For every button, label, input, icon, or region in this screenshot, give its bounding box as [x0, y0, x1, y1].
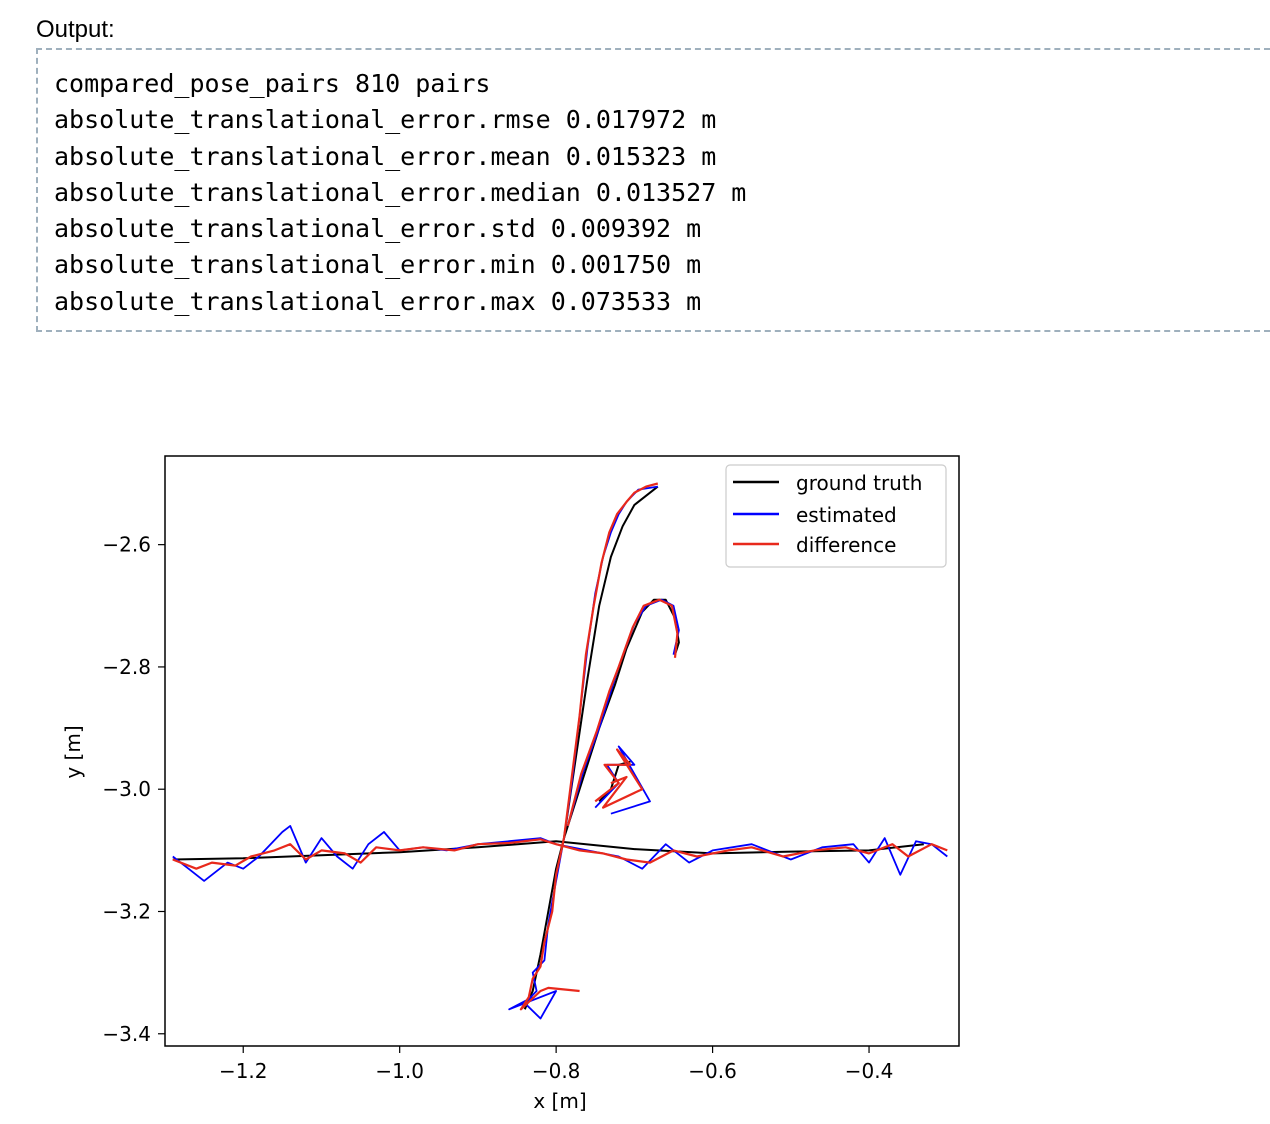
series-estimated-line — [508, 837, 565, 1020]
output-box: compared_pose_pairs 810 pairs absolute_t… — [36, 48, 1270, 332]
x-tick-label: −0.8 — [532, 1059, 581, 1083]
series-estimated-line — [172, 825, 948, 882]
series-difference-line — [566, 598, 679, 827]
y-axis-ticks: −2.6 −2.8 −3.0 −3.2 −3.4 — [102, 533, 165, 1046]
series-difference-line — [172, 838, 948, 870]
x-tick-label: −1.2 — [219, 1059, 268, 1083]
x-axis-ticks: −1.2 −1.0 −0.8 −0.6 −0.4 — [219, 1046, 893, 1083]
series-estimated-line — [567, 598, 680, 827]
output-lines: compared_pose_pairs 810 pairs absolute_t… — [54, 66, 746, 320]
output-label: Output: — [36, 16, 115, 43]
series-difference-line — [562, 482, 659, 839]
output-line: compared_pose_pairs 810 pairs — [54, 69, 491, 98]
x-tick-label: −0.6 — [688, 1059, 737, 1083]
output-line: absolute_translational_error.min 0.00175… — [54, 250, 702, 280]
y-tick-label: −3.4 — [102, 1022, 151, 1046]
x-tick-label: −0.4 — [845, 1059, 894, 1083]
y-tick-label: −2.8 — [102, 655, 151, 679]
legend-label-difference: difference — [796, 533, 896, 557]
legend: ground truth estimated difference — [725, 464, 947, 568]
y-tick-label: −3.0 — [102, 777, 151, 801]
output-line: absolute_translational_error.mean 0.0153… — [54, 141, 717, 171]
series-ground-truth-line — [563, 485, 659, 839]
output-line: absolute_translational_error.max 0.07353… — [54, 286, 702, 316]
series-difference-line — [519, 837, 580, 1011]
output-line: absolute_translational_error.rmse 0.0179… — [54, 105, 717, 135]
x-tick-label: −1.0 — [375, 1059, 424, 1083]
y-axis-label: y [m] — [61, 725, 85, 778]
legend-label-ground-truth: ground truth — [796, 471, 922, 495]
output-line: absolute_translational_error.median 0.01… — [54, 177, 747, 207]
y-tick-label: −3.2 — [102, 899, 151, 923]
y-tick-label: −2.6 — [102, 533, 151, 557]
legend-box — [725, 464, 947, 568]
output-line: absolute_translational_error.std 0.00939… — [54, 214, 702, 244]
x-axis-label: x [m] — [533, 1089, 586, 1113]
legend-label-estimated: estimated — [796, 503, 897, 527]
series-layer — [172, 482, 948, 1020]
plot-frame — [164, 455, 960, 1047]
series-difference-line — [594, 748, 644, 809]
